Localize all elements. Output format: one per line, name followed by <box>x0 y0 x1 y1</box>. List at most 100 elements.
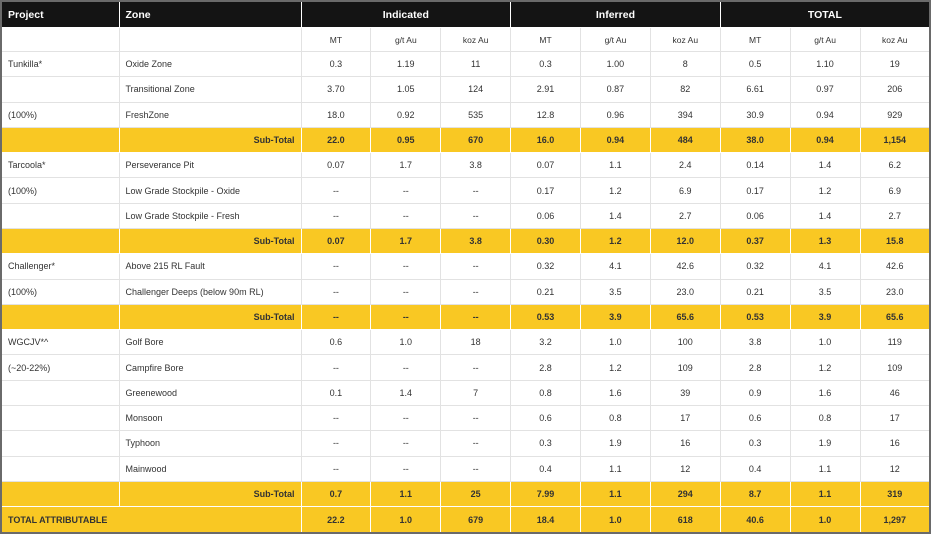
cell <box>118 27 302 52</box>
value-cell: 3.8 <box>719 329 791 356</box>
value-cell: 22.2 <box>300 506 372 534</box>
subtotal-row: Sub-Total 22.0 0.95 670 16.0 0.94 484 38.0 0.94 1… <box>0 126 931 154</box>
value-cell: 6.61 <box>719 76 791 103</box>
project-cell <box>0 404 120 432</box>
value-cell: 0.6 <box>510 404 581 432</box>
value-cell: 0.7 <box>300 480 372 508</box>
subtotal-label: Sub-Total <box>118 303 302 331</box>
value-cell: 1.6 <box>580 379 651 406</box>
subtotal-row: Sub-Total -- -- -- 0.53 3.9 65.6 0.53 3.9 65.6 <box>0 303 931 331</box>
value-cell: 0.07 <box>510 152 581 179</box>
value-cell: -- <box>440 177 512 204</box>
value-cell: -- <box>300 430 372 457</box>
value-cell: 1.1 <box>370 480 442 508</box>
value-cell: 6.2 <box>859 152 931 179</box>
subtotal-label: Sub-Total <box>118 480 302 508</box>
unit-cell: g/t Au <box>370 27 442 52</box>
value-cell: -- <box>370 455 442 482</box>
value-cell: 1.19 <box>370 50 442 78</box>
value-cell: -- <box>370 354 442 381</box>
value-cell: 0.95 <box>370 126 442 154</box>
value-cell: -- <box>370 253 442 280</box>
value-cell: 119 <box>859 329 931 356</box>
subtotal-label: Sub-Total <box>118 227 302 255</box>
value-cell: 0.32 <box>510 253 581 280</box>
value-cell: -- <box>300 354 372 381</box>
value-cell: 2.4 <box>649 152 721 179</box>
value-cell: 1.0 <box>370 506 442 534</box>
value-cell: -- <box>300 404 372 432</box>
header-cell: Zone <box>118 0 302 28</box>
value-cell: 12 <box>649 455 721 482</box>
value-cell: 1.7 <box>370 227 442 255</box>
value-cell: 17 <box>649 404 721 432</box>
value-cell: 6.9 <box>649 177 721 204</box>
value-cell: 22.0 <box>300 126 372 154</box>
value-cell: 3.5 <box>580 278 651 305</box>
zone-cell: Transitional Zone <box>118 76 302 103</box>
value-cell: 1.2 <box>580 177 651 204</box>
zone-cell: Challenger Deeps (below 90m RL) <box>118 278 302 305</box>
value-cell: 0.87 <box>580 76 651 103</box>
data-row: (~20-22%) Campfire Bore -- -- -- 2.8 1.2 109 2.8… <box>0 354 931 381</box>
value-cell: 0.53 <box>510 303 581 331</box>
value-cell: 929 <box>859 101 931 128</box>
value-cell: 40.6 <box>719 506 791 534</box>
project-cell: Tarcoola* <box>0 152 120 179</box>
value-cell: 0.94 <box>789 101 861 128</box>
value-cell: 82 <box>649 76 721 103</box>
value-cell: 1.9 <box>580 430 651 457</box>
value-cell: 1.1 <box>789 480 861 508</box>
project-cell <box>0 76 120 103</box>
project-cell <box>0 379 120 406</box>
value-cell: 11 <box>440 50 512 78</box>
value-cell: 16 <box>859 430 931 457</box>
value-cell: 206 <box>859 76 931 103</box>
value-cell: 1,154 <box>859 126 931 154</box>
value-cell: 0.06 <box>510 202 581 229</box>
value-cell: -- <box>440 455 512 482</box>
value-cell: -- <box>300 253 372 280</box>
value-cell: 2.8 <box>719 354 791 381</box>
value-cell: 0.94 <box>789 126 861 154</box>
value-cell: 17 <box>859 404 931 432</box>
value-cell: 1.0 <box>580 329 651 356</box>
project-cell: Tunkilla* <box>0 50 120 78</box>
unit-cell: g/t Au <box>580 27 651 52</box>
data-row: (100%) Challenger Deeps (below 90m RL) -- -… <box>0 278 931 305</box>
value-cell: 16.0 <box>510 126 581 154</box>
value-cell: 0.8 <box>510 379 581 406</box>
value-cell: 19 <box>859 50 931 78</box>
project-cell: (100%) <box>0 101 120 128</box>
value-cell: -- <box>300 303 372 331</box>
value-cell: 12 <box>859 455 931 482</box>
value-cell: -- <box>440 404 512 432</box>
data-row: Low Grade Stockpile - Fresh -- -- -- 0.06 1.4… <box>0 202 931 229</box>
zone-cell: Typhoon <box>118 430 302 457</box>
value-cell: 109 <box>859 354 931 381</box>
value-cell: -- <box>300 202 372 229</box>
value-cell: 3.70 <box>300 76 372 103</box>
value-cell: 1.1 <box>580 455 651 482</box>
zone-cell: Perseverance Pit <box>118 152 302 179</box>
value-cell: 0.3 <box>510 50 581 78</box>
value-cell: 42.6 <box>649 253 721 280</box>
value-cell: 1.0 <box>370 329 442 356</box>
value-cell: 1.1 <box>789 455 861 482</box>
unit-cell: g/t Au <box>789 27 861 52</box>
zone-cell: Monsoon <box>118 404 302 432</box>
unit-cell: MT <box>510 27 581 52</box>
value-cell: -- <box>370 303 442 331</box>
value-cell: 535 <box>440 101 512 128</box>
project-cell <box>0 202 120 229</box>
value-cell: 0.32 <box>719 253 791 280</box>
cell <box>0 303 120 331</box>
value-cell: 2.7 <box>859 202 931 229</box>
value-cell: 1.7 <box>370 152 442 179</box>
value-cell: 0.17 <box>510 177 581 204</box>
value-cell: 23.0 <box>649 278 721 305</box>
total-label: TOTAL ATTRIBUTABLE <box>0 506 302 534</box>
value-cell: 1.0 <box>789 329 861 356</box>
value-cell: 1.4 <box>580 202 651 229</box>
